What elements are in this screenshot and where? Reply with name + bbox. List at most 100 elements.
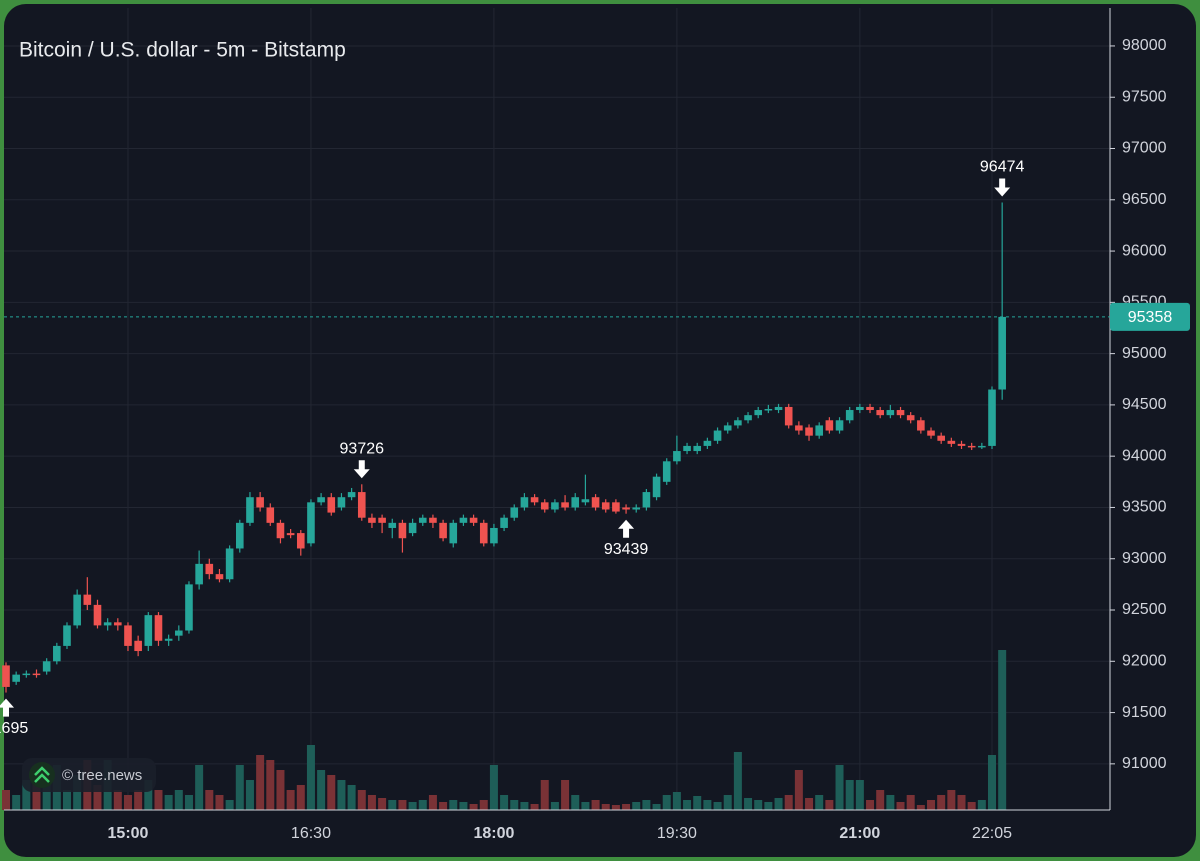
candle-body xyxy=(510,507,519,518)
annotations: 95358 91695 93726 93439 96474 xyxy=(0,159,1190,737)
volume-bar xyxy=(164,795,173,810)
volume-bar xyxy=(144,780,153,810)
candle-body xyxy=(266,507,275,523)
watermark-text: © tree.news xyxy=(62,767,142,784)
candle-body xyxy=(357,492,366,518)
volume-bar xyxy=(357,790,366,810)
candle-body xyxy=(317,497,325,503)
candle-body xyxy=(673,451,681,462)
candle-body xyxy=(256,497,264,508)
volume-bar xyxy=(215,795,224,810)
candle-body xyxy=(154,615,163,641)
volume-bar xyxy=(713,802,722,810)
volume-bar xyxy=(886,795,895,810)
y-tick-label: 93500 xyxy=(1122,499,1167,516)
volume-bar xyxy=(683,800,692,810)
candle-body xyxy=(967,445,976,448)
candle-body xyxy=(632,507,641,510)
volume-bar xyxy=(693,796,702,810)
y-tick-label: 97000 xyxy=(1122,140,1167,157)
volume-bar xyxy=(256,755,265,810)
candle-body xyxy=(327,497,336,513)
candle-body xyxy=(581,499,590,503)
volume-bar xyxy=(225,800,234,810)
volume-bar xyxy=(306,745,315,810)
y-tick-label: 92500 xyxy=(1122,601,1167,618)
volume-bar xyxy=(123,795,132,810)
volume-bar xyxy=(459,802,468,810)
y-tick-label: 94500 xyxy=(1122,396,1167,413)
volume-bar xyxy=(42,775,51,810)
volume-bar xyxy=(947,790,956,810)
volume-bar xyxy=(845,780,854,810)
watermark: © tree.news xyxy=(22,758,156,792)
candle-body xyxy=(439,522,447,539)
axes: 91000 91500 92000 92500 93000 93500 94000 94500… xyxy=(108,37,1167,842)
candle-body xyxy=(683,445,691,452)
candle-body xyxy=(469,517,478,523)
volume-bar xyxy=(794,770,803,810)
candle-body xyxy=(479,522,488,544)
x-tick-label: 22:05 xyxy=(972,825,1012,842)
volume-bar xyxy=(296,785,305,810)
volume-bar xyxy=(622,804,631,810)
candle-body xyxy=(764,409,773,411)
y-tick-label: 95000 xyxy=(1122,345,1167,362)
candle-body xyxy=(337,497,346,508)
volume-bar xyxy=(855,780,864,810)
candle-body xyxy=(906,415,915,421)
volume-bar xyxy=(266,760,275,810)
candle-body xyxy=(2,665,10,687)
volume-bar xyxy=(998,650,1007,810)
candle-body xyxy=(937,435,945,441)
candle-body xyxy=(693,445,702,452)
candle-body xyxy=(459,517,468,523)
annotation-arrow xyxy=(994,178,1011,197)
volume-bar xyxy=(652,804,661,810)
volume-bar xyxy=(977,800,986,810)
candle-body xyxy=(896,410,905,416)
volume-bar xyxy=(774,798,783,810)
candle-body xyxy=(398,522,407,539)
x-tick-label: 21:00 xyxy=(839,825,880,842)
x-tick-label: 15:00 xyxy=(108,825,149,842)
candle-body xyxy=(835,420,844,431)
volume-bar xyxy=(276,770,285,810)
candle-body xyxy=(825,420,834,431)
candle-body xyxy=(754,410,763,416)
volume-bar xyxy=(764,802,773,810)
volume-bar xyxy=(154,790,163,810)
candle-body xyxy=(235,522,244,549)
x-tick-label: 18:00 xyxy=(473,825,514,842)
candle-body xyxy=(93,604,102,626)
volume-bar xyxy=(479,800,488,810)
candle-body xyxy=(449,522,458,544)
x-tick-label: 19:30 xyxy=(657,825,697,842)
y-tick-label: 92000 xyxy=(1122,653,1167,670)
volume-bar xyxy=(937,795,946,810)
candle-body xyxy=(856,406,864,411)
candle-body xyxy=(520,497,529,508)
candle-body xyxy=(500,517,508,528)
volume-bar xyxy=(235,765,244,810)
volume-bar xyxy=(378,798,387,810)
candle-body xyxy=(286,533,295,536)
volume-bar xyxy=(784,795,793,810)
candle-body xyxy=(144,615,153,646)
volume-bar xyxy=(927,800,936,810)
volume-bar xyxy=(439,802,448,810)
candle-body xyxy=(866,406,874,411)
candle-body xyxy=(703,440,712,446)
volume-bar xyxy=(113,790,122,810)
y-tick-label: 91500 xyxy=(1122,704,1167,721)
candle-body xyxy=(642,492,651,508)
volume-bar xyxy=(754,800,763,810)
chart-title: Bitcoin / U.S. dollar - 5m - Bitstamp xyxy=(19,39,346,62)
panel xyxy=(4,4,1196,857)
candle-body xyxy=(205,563,214,575)
candle-body xyxy=(429,517,437,523)
y-tick-label: 96000 xyxy=(1122,242,1167,259)
volume-bar xyxy=(195,765,204,810)
